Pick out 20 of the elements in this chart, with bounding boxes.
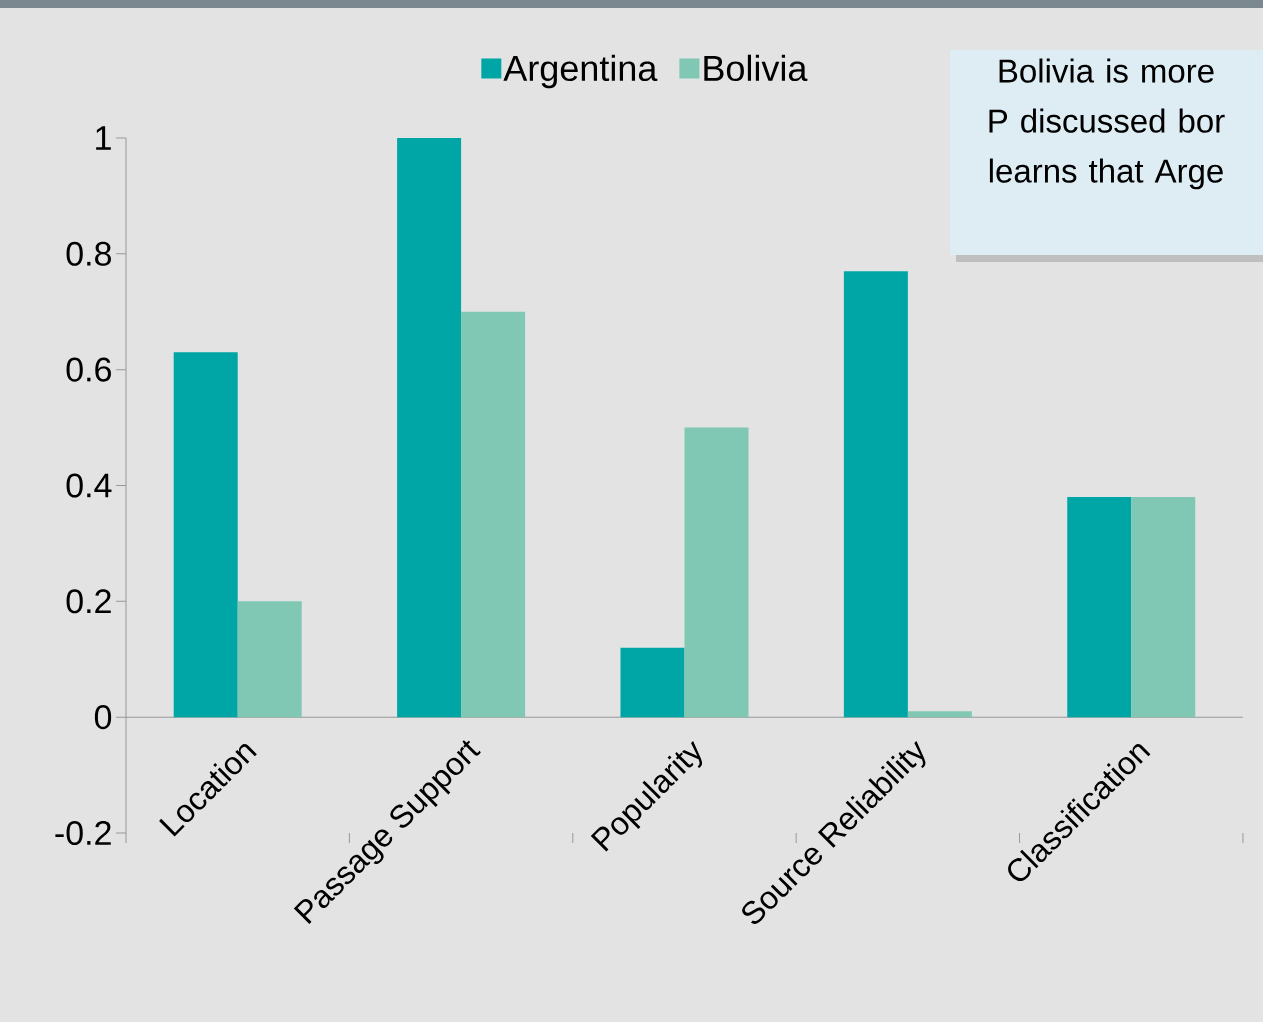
y-tick-label: 0.8 xyxy=(66,241,112,266)
y-tick-label: 0 xyxy=(94,705,112,730)
y-tick-label: 1 xyxy=(96,126,111,150)
bar xyxy=(237,601,302,718)
y-tick-label: 0.2 xyxy=(66,589,111,614)
y-tick-label: 0.4 xyxy=(66,473,112,498)
bar xyxy=(843,271,908,718)
bar xyxy=(1067,497,1132,718)
bar xyxy=(620,647,685,718)
bar xyxy=(684,427,749,718)
bar xyxy=(907,711,972,718)
bar xyxy=(1131,497,1196,718)
y-tick-label: 0.6 xyxy=(66,357,111,382)
bar xyxy=(173,352,238,718)
y-tick-label: -0.2 xyxy=(55,820,111,846)
legend-label: Argentina xyxy=(503,54,658,89)
legend-label: Bolivia xyxy=(704,54,808,82)
bar xyxy=(461,311,526,718)
annotation: Bolivia is more P discussed bor learns that Arge xyxy=(989,58,1225,190)
bar xyxy=(397,137,462,718)
